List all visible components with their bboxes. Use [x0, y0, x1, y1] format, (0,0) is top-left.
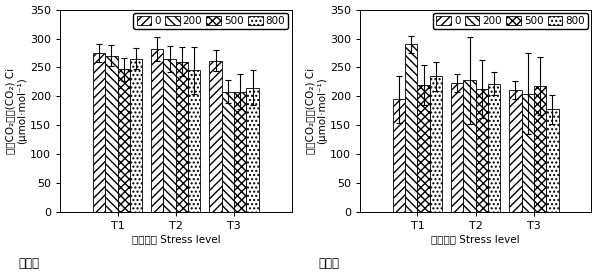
Bar: [151, 49, 164, 212]
Bar: [546, 109, 559, 212]
Bar: [221, 92, 234, 212]
Bar: [164, 59, 176, 212]
Bar: [234, 92, 247, 212]
Bar: [509, 90, 522, 212]
Bar: [176, 62, 188, 212]
Bar: [130, 59, 142, 212]
Bar: [476, 89, 488, 212]
Bar: [247, 88, 259, 212]
Bar: [93, 53, 105, 212]
Bar: [463, 80, 476, 212]
Y-axis label: 胸间CO₂浓度(CO₂) Ci
(μmol·mol⁻¹): 胸间CO₂浓度(CO₂) Ci (μmol·mol⁻¹): [306, 68, 327, 154]
Legend: 0, 200, 500, 800: 0, 200, 500, 800: [433, 13, 588, 29]
Bar: [451, 83, 463, 212]
Bar: [430, 76, 442, 212]
X-axis label: 胁迫梯度 Stress level: 胁迫梯度 Stress level: [131, 234, 220, 244]
X-axis label: 胁迫梯度 Stress level: 胁迫梯度 Stress level: [432, 234, 520, 244]
Text: 黑麦草: 黑麦草: [19, 257, 39, 270]
Bar: [417, 85, 430, 212]
Bar: [405, 44, 417, 212]
Bar: [488, 84, 500, 212]
Text: 高羊茂: 高羊茂: [318, 257, 339, 270]
Bar: [534, 86, 546, 212]
Bar: [522, 94, 534, 212]
Bar: [393, 99, 405, 212]
Legend: 0, 200, 500, 800: 0, 200, 500, 800: [134, 13, 288, 29]
Y-axis label: 胸间CO₂浓度(CO₂) Ci
(μmol·mol⁻¹): 胸间CO₂浓度(CO₂) Ci (μmol·mol⁻¹): [5, 68, 27, 154]
Bar: [118, 69, 130, 212]
Bar: [188, 70, 201, 212]
Bar: [105, 56, 118, 212]
Bar: [210, 61, 221, 212]
